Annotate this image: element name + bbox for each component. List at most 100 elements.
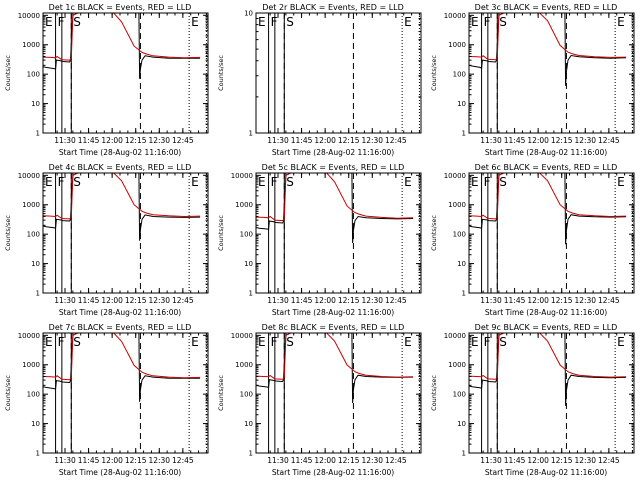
x-tick-label: 11:30 xyxy=(480,296,502,305)
marker-label: E xyxy=(45,175,53,189)
y-tick-label: 100 xyxy=(453,231,466,239)
marker-label: E xyxy=(404,335,412,349)
y-tick-label: 100 xyxy=(453,391,466,399)
detector-panel: Det 9c BLACK = Events, RED = LLD Counts/s… xyxy=(426,320,639,480)
x-tick-label: 11:30 xyxy=(267,456,289,465)
x-tick-label: 11:45 xyxy=(78,296,100,305)
y-tick-label: 1000 xyxy=(235,201,253,209)
x-tick-label: 11:45 xyxy=(78,136,100,145)
marker-label: E xyxy=(404,15,412,29)
marker-label: E xyxy=(258,175,266,189)
y-tick-label: 1000 xyxy=(448,41,466,49)
y-tick-label: 1000 xyxy=(448,361,466,369)
y-tick-label: 100 xyxy=(27,391,40,399)
events-series-line xyxy=(256,333,414,404)
x-axis-label: Start Time (28-Aug-02 11:16:00) xyxy=(485,308,607,317)
x-axis-label: Start Time (28-Aug-02 11:16:00) xyxy=(272,308,394,317)
x-tick-label: 11:30 xyxy=(267,296,289,305)
lld-series-line xyxy=(469,13,627,61)
x-tick-label: 12:00 xyxy=(527,456,549,465)
y-axis-label: Counts/sec xyxy=(430,215,438,251)
marker-label: E xyxy=(45,335,53,349)
chart-title: Det 2r BLACK = Events, RED = LLD xyxy=(262,3,404,12)
marker-label: F xyxy=(484,175,491,189)
plot-frame xyxy=(468,332,635,454)
chart-title: Det 8c BLACK = Events, RED = LLD xyxy=(262,323,405,332)
x-tick-label: 12:00 xyxy=(101,456,123,465)
events-series-line xyxy=(43,333,201,402)
plot-frame xyxy=(42,172,209,294)
x-tick-label: 12:45 xyxy=(172,136,194,145)
marker-label: E xyxy=(191,335,199,349)
x-tick-label: 12:45 xyxy=(598,456,620,465)
y-tick-label: 1 xyxy=(249,290,253,298)
marker-label: F xyxy=(58,15,65,29)
marker-label: E xyxy=(471,15,479,29)
detector-panel: Det 3c BLACK = Events, RED = LLD Counts/s… xyxy=(426,0,639,160)
x-tick-label: 12:45 xyxy=(385,296,407,305)
marker-label: E xyxy=(617,175,625,189)
detector-chart: Det 6c BLACK = Events, RED = LLD Counts/s… xyxy=(430,163,635,317)
y-tick-label: 10 xyxy=(244,10,253,18)
x-tick-label: 12:00 xyxy=(527,136,549,145)
x-tick-label: 11:45 xyxy=(291,296,313,305)
y-axis-label: Counts/sec xyxy=(4,375,12,411)
x-tick-label: 11:30 xyxy=(54,296,76,305)
detector-chart: Det 4c BLACK = Events, RED = LLD Counts/s… xyxy=(4,163,209,317)
x-axis-label: Start Time (28-Aug-02 11:16:00) xyxy=(59,308,181,317)
x-tick-label: 12:15 xyxy=(338,456,360,465)
x-axis-label: Start Time (28-Aug-02 11:16:00) xyxy=(485,468,607,477)
lld-series-line xyxy=(43,173,201,220)
lld-series-line xyxy=(256,173,414,222)
marker-label: F xyxy=(271,175,278,189)
y-axis-label: Counts/sec xyxy=(430,375,438,411)
y-tick-label: 1 xyxy=(249,450,253,458)
x-tick-label: 12:15 xyxy=(551,296,573,305)
x-tick-label: 12:45 xyxy=(598,136,620,145)
y-axis-label: Counts/sec xyxy=(217,375,225,411)
x-axis-label: Start Time (28-Aug-02 11:16:00) xyxy=(272,468,394,477)
x-tick-label: 12:00 xyxy=(101,136,123,145)
y-tick-label: 1 xyxy=(36,130,40,138)
x-tick-label: 12:45 xyxy=(172,296,194,305)
marker-label: S xyxy=(286,175,294,189)
lld-series-line xyxy=(469,173,627,220)
y-tick-label: 1 xyxy=(36,290,40,298)
marker-label: F xyxy=(271,335,278,349)
y-tick-label: 10000 xyxy=(444,332,466,340)
marker-label: E xyxy=(258,335,266,349)
x-tick-label: 12:30 xyxy=(361,136,383,145)
chart-title: Det 7c BLACK = Events, RED = LLD xyxy=(49,323,192,332)
x-tick-label: 12:15 xyxy=(338,296,360,305)
y-tick-label: 1 xyxy=(462,450,466,458)
events-series-line xyxy=(469,333,627,406)
detector-chart: Det 1c BLACK = Events, RED = LLD Counts/s… xyxy=(4,3,209,157)
detector-chart: Det 7c BLACK = Events, RED = LLD Counts/s… xyxy=(4,323,209,477)
marker-label: S xyxy=(73,175,81,189)
y-tick-label: 100 xyxy=(27,231,40,239)
y-tick-label: 1000 xyxy=(22,361,40,369)
y-axis-label: Counts/sec xyxy=(217,55,225,91)
y-tick-label: 1 xyxy=(36,450,40,458)
chart-title: Det 9c BLACK = Events, RED = LLD xyxy=(475,323,618,332)
lld-series-line xyxy=(43,13,201,61)
x-tick-label: 11:45 xyxy=(504,456,526,465)
plot-frame xyxy=(255,12,422,134)
y-tick-label: 100 xyxy=(27,71,40,79)
x-tick-label: 11:45 xyxy=(504,296,526,305)
marker-label: E xyxy=(471,175,479,189)
x-tick-label: 11:45 xyxy=(504,136,526,145)
y-tick-label: 1000 xyxy=(22,201,40,209)
y-axis-label: Counts/sec xyxy=(217,215,225,251)
detector-chart: Det 5c BLACK = Events, RED = LLD Counts/s… xyxy=(217,163,422,317)
x-tick-label: 12:30 xyxy=(361,296,383,305)
chart-title: Det 6c BLACK = Events, RED = LLD xyxy=(475,163,618,172)
x-tick-label: 11:45 xyxy=(291,456,313,465)
marker-label: E xyxy=(191,15,199,29)
lld-series-line xyxy=(256,333,414,380)
x-tick-label: 12:30 xyxy=(361,456,383,465)
y-tick-label: 10000 xyxy=(18,12,40,20)
x-tick-label: 11:30 xyxy=(267,136,289,145)
y-tick-label: 10 xyxy=(31,420,40,428)
marker-label: F xyxy=(484,335,491,349)
